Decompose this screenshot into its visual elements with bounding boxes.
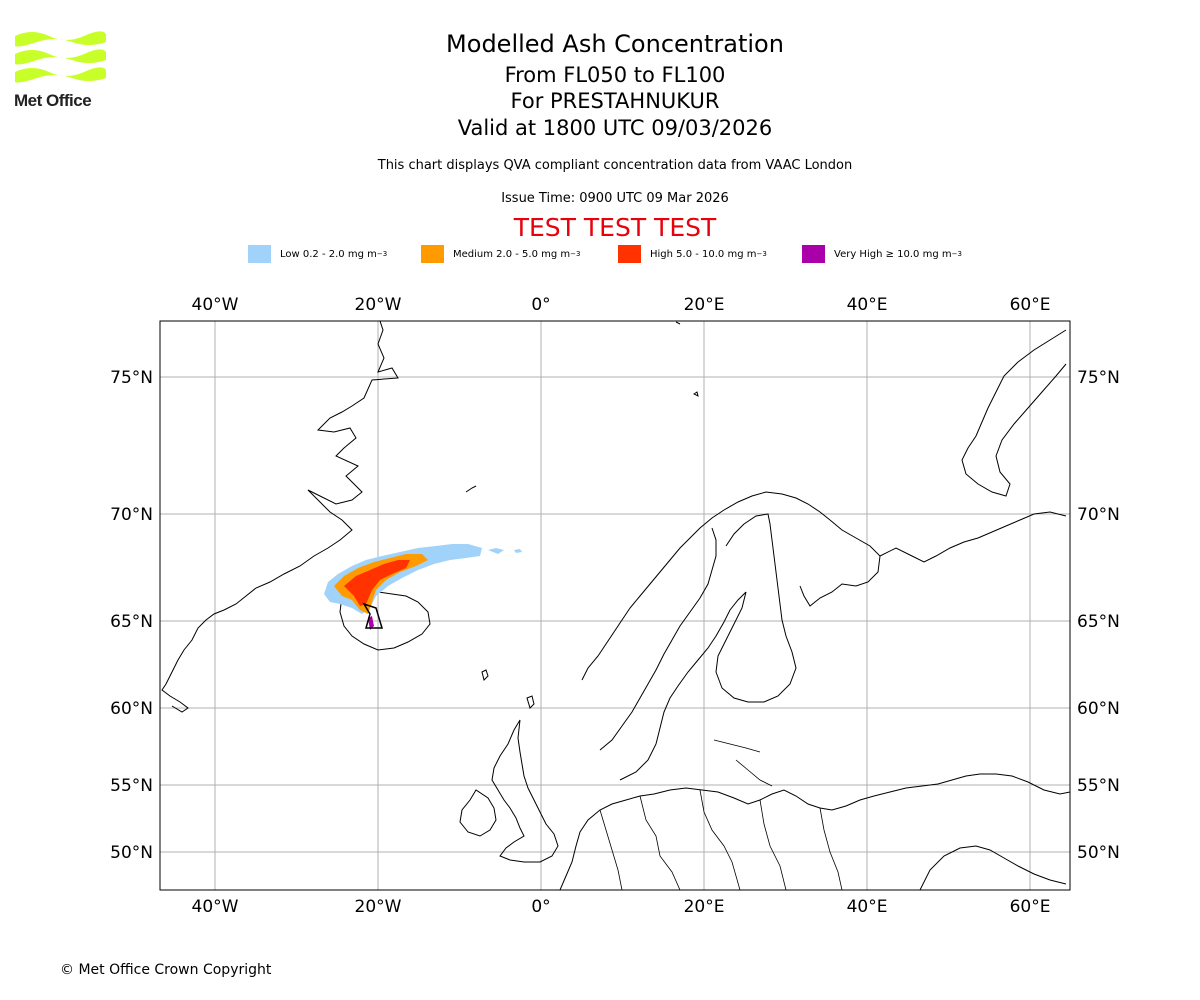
lon-label-bottom: 20°E [684,897,725,917]
lat-label-left: 75°N [110,368,153,388]
lat-labels-right: 75°N 70°N 65°N 60°N 55°N 50°N [1077,368,1120,863]
legend-medium-swatch [421,245,444,263]
lon-label-top: 40°W [192,295,239,315]
lat-label-right: 55°N [1077,776,1120,796]
ash-very-high-region [368,616,374,630]
qva-note: This chart displays QVA compliant concen… [377,158,853,173]
russia-arctic-coast [879,511,1067,563]
europe-coast [559,773,1070,890]
country-borders [599,739,843,890]
legend-very-high-label: Very High ≥ 10.0 mg m [834,248,952,260]
finland-outline [715,513,797,703]
legend-high-swatch [618,245,641,263]
ireland-coast [459,789,497,837]
lon-label-top: 20°W [355,295,402,315]
lon-label-bottom: 0° [531,897,550,917]
lon-label-top: 40°E [847,295,888,315]
lon-label-top: 60°E [1010,295,1051,315]
legend-high: High 5.0 - 10.0 mg m −3 [618,244,767,264]
legend-medium-exp: −3 [570,250,581,258]
lat-label-right: 50°N [1077,843,1120,863]
legend-high-exp: −3 [756,250,767,258]
ash-plume [324,544,522,630]
lon-label-bottom: 40°E [847,897,888,917]
valid-time: Valid at 1800 UTC 09/03/2026 [457,116,773,140]
coastlines [161,321,1070,890]
volcano-name: For PRESTAHNUKUR [510,89,720,113]
chart-title: Modelled Ash Concentration [446,30,784,58]
lon-label-bottom: 20°W [355,897,402,917]
issue-time: Issue Time: 0900 UTC 09 Mar 2026 [501,191,729,206]
lat-label-left: 70°N [110,505,153,525]
lon-label-top: 20°E [684,295,725,315]
met-office-logo: Met Office [12,28,112,114]
gridlines [160,321,1070,890]
legend-low-exp: −3 [376,250,388,258]
kola-coast [799,519,881,607]
sweden-east-coast [619,591,747,781]
sweden-border [599,527,717,751]
greenland-coast [161,321,399,713]
lat-label-right: 75°N [1077,368,1120,388]
lon-label-top: 0° [531,295,550,315]
lat-label-left: 65°N [110,612,153,632]
legend-very-high-exp: −3 [951,250,962,258]
legend-medium-label: Medium 2.0 - 5.0 mg m [453,248,571,260]
lon-labels-bottom: 40°W 20°W 0° 20°E 40°E 60°E [192,897,1051,917]
met-office-wordmark: Met Office [14,91,92,110]
lon-labels-top: 40°W 20°W 0° 20°E 40°E 60°E [192,295,1051,315]
flight-level-range: From FL050 to FL100 [504,63,726,87]
test-banner: TEST TEST TEST [513,213,717,242]
met-office-wave-icon [15,31,106,83]
ash-low-islands [488,548,522,554]
norway-coast [581,491,831,681]
map-frame [159,320,1071,891]
map-background [160,321,1070,890]
legend-low: Low 0.2 - 2.0 mg m −3 [248,244,387,264]
legend-low-label: Low 0.2 - 2.0 mg m [280,248,377,260]
legend-low-swatch [248,245,271,263]
lon-label-bottom: 40°W [192,897,239,917]
lon-label-bottom: 60°E [1010,897,1051,917]
lat-label-left: 55°N [110,776,153,796]
lat-labels-left: 75°N 70°N 65°N 60°N 55°N 50°N [110,368,153,863]
lat-label-right: 70°N [1077,505,1120,525]
lat-label-left: 50°N [110,843,153,863]
ash-high-region [344,560,410,606]
novaya-zemlya-coast [961,329,1067,497]
copyright: © Met Office Crown Copyright [60,962,272,978]
lat-label-left: 60°N [110,699,153,719]
legend-very-high: Very High ≥ 10.0 mg m −3 [802,244,962,264]
uk-coast [491,719,559,863]
volcano-marker [362,602,384,629]
lat-label-right: 60°N [1077,699,1120,719]
lat-label-right: 65°N [1077,612,1120,632]
legend-medium: Medium 2.0 - 5.0 mg m −3 [421,244,580,264]
legend-very-high-swatch [802,245,825,263]
legend-high-label: High 5.0 - 10.0 mg m [650,248,757,260]
